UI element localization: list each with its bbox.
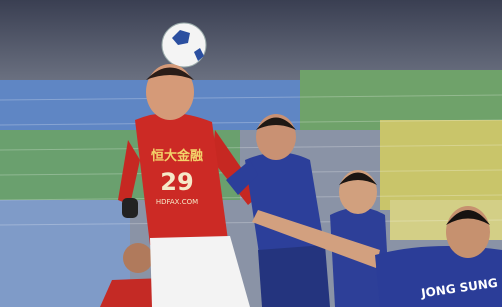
jersey-url: HDFAX.COM (156, 198, 198, 206)
photo: 恒大金融 29 HDFAX.COM JONG SUNG (0, 0, 502, 307)
jersey-sponsor: 恒大金融 (151, 148, 203, 164)
ball (162, 23, 206, 67)
crowd (0, 0, 502, 80)
page: 恒大金融 29 HDFAX.COM JONG SUNG (() => { con… (0, 0, 502, 307)
jersey-number: 29 (160, 168, 193, 196)
glove (122, 198, 138, 218)
player-head (123, 243, 153, 273)
player-shorts (258, 245, 330, 307)
